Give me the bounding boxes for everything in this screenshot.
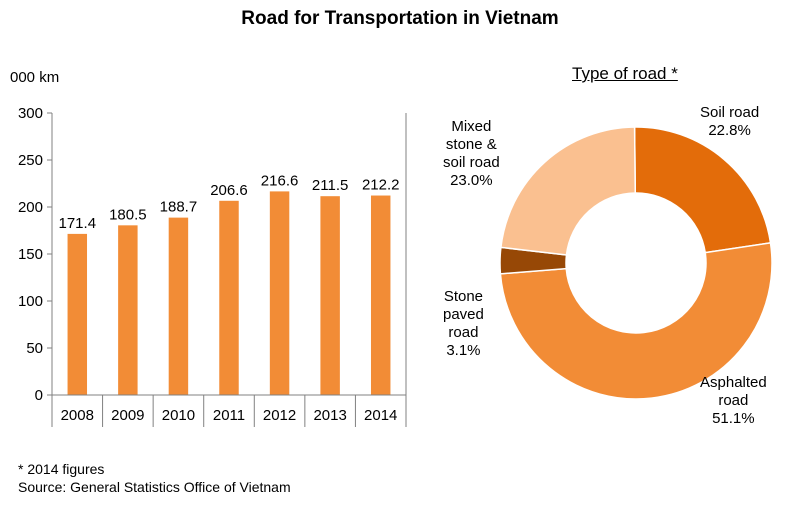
bar-2012 (269, 191, 290, 395)
slice-value: 22.8% (708, 122, 751, 139)
slice-name: Soil road (700, 104, 760, 121)
donut-slices (499, 126, 773, 400)
bar-value-label: 171.4 (59, 215, 97, 232)
x-tick-label: 2008 (61, 407, 94, 424)
donut-slice-3 (500, 126, 637, 256)
footnote: * 2014 figures Source: General Statistic… (18, 460, 291, 496)
bar-2011 (219, 200, 239, 395)
axes (51, 113, 407, 427)
bar-2010 (168, 217, 189, 395)
bar-2008 (67, 233, 88, 395)
footnote-note: * 2014 figures (18, 461, 105, 477)
y-tick-label: 300 (18, 105, 43, 122)
x-axis-labels: 2008 2009 2010 2011 2012 2013 2014 (61, 407, 398, 424)
slice-value: 51.1% (712, 410, 755, 427)
x-tick-label: 2014 (364, 407, 397, 424)
slice-value: 3.1% (446, 342, 481, 359)
slice-label-mixed-stone-soil-road: Mixed stone & soil road 23.0% (443, 118, 500, 190)
bar-value-label: 180.5 (109, 206, 147, 223)
donut-slice-1 (499, 241, 773, 400)
bar-value-label: 216.6 (261, 172, 299, 189)
bar-value-label: 206.6 (210, 182, 248, 199)
bar-value-label: 212.2 (362, 177, 400, 194)
y-axis-unit-label: 000 km (10, 69, 59, 86)
y-tick-label: 0 (35, 387, 43, 404)
bar-2009 (118, 225, 138, 395)
x-tick-label: 2010 (162, 407, 195, 424)
bar-2014 (370, 195, 391, 395)
slice-name: Stone paved road (443, 288, 484, 341)
bar-2013 (320, 196, 340, 395)
bar-value-label: 211.5 (312, 177, 348, 194)
y-tick-label: 200 (18, 199, 43, 216)
y-tick-label: 150 (18, 246, 43, 263)
donut-title: Type of road * (572, 64, 678, 83)
x-tick-label: 2013 (313, 407, 346, 424)
bar-value-label: 188.7 (160, 199, 198, 216)
slice-label-stone-paved-road: Stone paved road 3.1% (443, 288, 484, 360)
x-tick-label: 2012 (263, 407, 296, 424)
y-axis-ticks: 0 50 100 150 200 250 300 (18, 105, 52, 404)
bars (67, 191, 391, 395)
chart-title: Road for Transportation in Vietnam (241, 8, 559, 29)
y-tick-label: 250 (18, 152, 43, 169)
slice-name: Asphalted road (700, 374, 767, 409)
donut-slice-0 (633, 126, 772, 254)
slice-name: Mixed stone & soil road (443, 118, 500, 171)
x-tick-label: 2011 (213, 407, 245, 424)
y-tick-label: 100 (18, 293, 43, 310)
footnote-source: Source: General Statistics Office of Vie… (18, 479, 291, 495)
slice-value: 23.0% (450, 172, 493, 189)
slice-label-soil-road: Soil road 22.8% (700, 104, 759, 140)
y-tick-label: 50 (26, 340, 43, 357)
x-tick-label: 2009 (111, 407, 144, 424)
slice-label-asphalted-road: Asphalted road 51.1% (700, 374, 767, 428)
bar-value-labels: 171.4 180.5 188.7 206.6 216.6 211.5 212.2 (59, 172, 400, 231)
